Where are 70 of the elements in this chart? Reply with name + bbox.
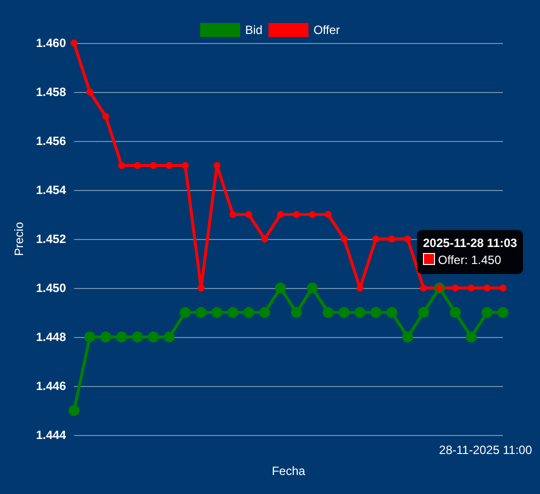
point <box>132 332 144 342</box>
point <box>68 405 80 416</box>
y-tick-label: 1.460 <box>36 36 66 50</box>
point <box>148 332 159 342</box>
point <box>134 162 142 169</box>
point <box>338 307 350 318</box>
point <box>229 211 236 218</box>
point <box>118 162 126 169</box>
y-tick-label: 1.454 <box>36 183 66 197</box>
point <box>164 332 175 342</box>
point <box>402 332 414 342</box>
y-tick-label: 1.458 <box>36 85 66 99</box>
annotation: Offer: 1.450 <box>438 253 502 267</box>
text: 28-11-2025 11:00 <box>439 443 532 457</box>
point <box>290 307 302 318</box>
point <box>418 307 430 318</box>
point <box>292 211 300 218</box>
point <box>452 284 459 292</box>
point <box>70 40 78 46</box>
point <box>466 332 477 342</box>
point <box>277 211 284 218</box>
point <box>498 307 508 318</box>
annotation: 2025-11-28 11:03 <box>423 236 518 250</box>
point <box>261 236 268 242</box>
point <box>182 162 189 169</box>
legend-label: Offer <box>313 23 340 37</box>
point <box>372 236 380 242</box>
point <box>150 162 157 169</box>
point <box>308 211 316 218</box>
point <box>86 88 94 96</box>
point <box>340 236 348 242</box>
point <box>386 307 398 318</box>
point <box>420 284 428 292</box>
point <box>322 307 334 318</box>
point <box>116 332 128 342</box>
point <box>482 307 493 318</box>
point <box>388 236 396 242</box>
y-tick-label: 1.446 <box>36 379 66 393</box>
y-tick-label: 1.448 <box>36 330 66 344</box>
point <box>212 307 222 318</box>
y-tick-label: 1.456 <box>36 134 66 148</box>
point <box>500 284 506 292</box>
point <box>180 307 191 318</box>
y-axis-title: Precio <box>12 222 26 256</box>
point <box>227 307 238 318</box>
point <box>450 307 461 318</box>
point <box>166 162 173 169</box>
point <box>484 284 491 292</box>
point <box>100 332 112 342</box>
point <box>198 284 205 292</box>
y-tick-label: 1.452 <box>36 232 66 246</box>
point <box>243 307 254 318</box>
point <box>196 307 207 318</box>
point <box>324 211 332 218</box>
point <box>354 307 366 318</box>
point <box>404 236 412 242</box>
y-tick-label: 1.444 <box>36 428 66 442</box>
point <box>370 307 382 318</box>
point <box>468 284 475 292</box>
point <box>102 113 110 120</box>
point <box>84 332 96 342</box>
point <box>356 284 364 292</box>
legend-label: Bid <box>245 23 262 37</box>
x-axis-title: Fecha <box>272 464 306 478</box>
point <box>259 307 270 318</box>
point <box>275 282 286 294</box>
y-tick-label: 1.450 <box>36 281 66 295</box>
point <box>245 211 252 218</box>
point <box>306 282 318 294</box>
point <box>214 162 220 169</box>
